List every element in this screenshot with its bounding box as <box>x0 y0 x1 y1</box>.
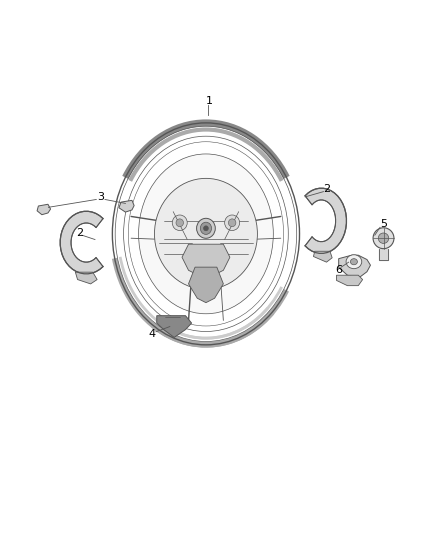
Polygon shape <box>339 255 371 278</box>
Polygon shape <box>379 249 388 260</box>
Polygon shape <box>188 267 223 303</box>
Polygon shape <box>119 200 134 212</box>
Ellipse shape <box>113 123 300 345</box>
Text: 2: 2 <box>323 184 331 194</box>
Text: 5: 5 <box>380 219 387 229</box>
Ellipse shape <box>176 219 184 227</box>
Polygon shape <box>314 251 332 262</box>
Text: 1: 1 <box>206 96 213 106</box>
Polygon shape <box>336 275 363 286</box>
Ellipse shape <box>228 219 236 227</box>
Polygon shape <box>305 188 346 253</box>
Text: 6: 6 <box>335 265 342 275</box>
Ellipse shape <box>346 255 362 269</box>
Polygon shape <box>37 204 50 215</box>
Ellipse shape <box>197 219 215 238</box>
Ellipse shape <box>155 179 258 289</box>
Polygon shape <box>75 272 97 284</box>
Text: 4: 4 <box>148 329 155 340</box>
Polygon shape <box>157 316 191 337</box>
Text: 3: 3 <box>97 192 104 202</box>
Ellipse shape <box>172 215 187 231</box>
Ellipse shape <box>204 226 208 231</box>
Ellipse shape <box>350 259 357 265</box>
Text: 2: 2 <box>76 228 83 238</box>
Polygon shape <box>182 244 230 279</box>
Ellipse shape <box>378 233 389 244</box>
Polygon shape <box>60 211 103 274</box>
Ellipse shape <box>200 222 212 235</box>
Ellipse shape <box>138 154 273 314</box>
Ellipse shape <box>225 215 240 231</box>
Ellipse shape <box>373 228 394 249</box>
